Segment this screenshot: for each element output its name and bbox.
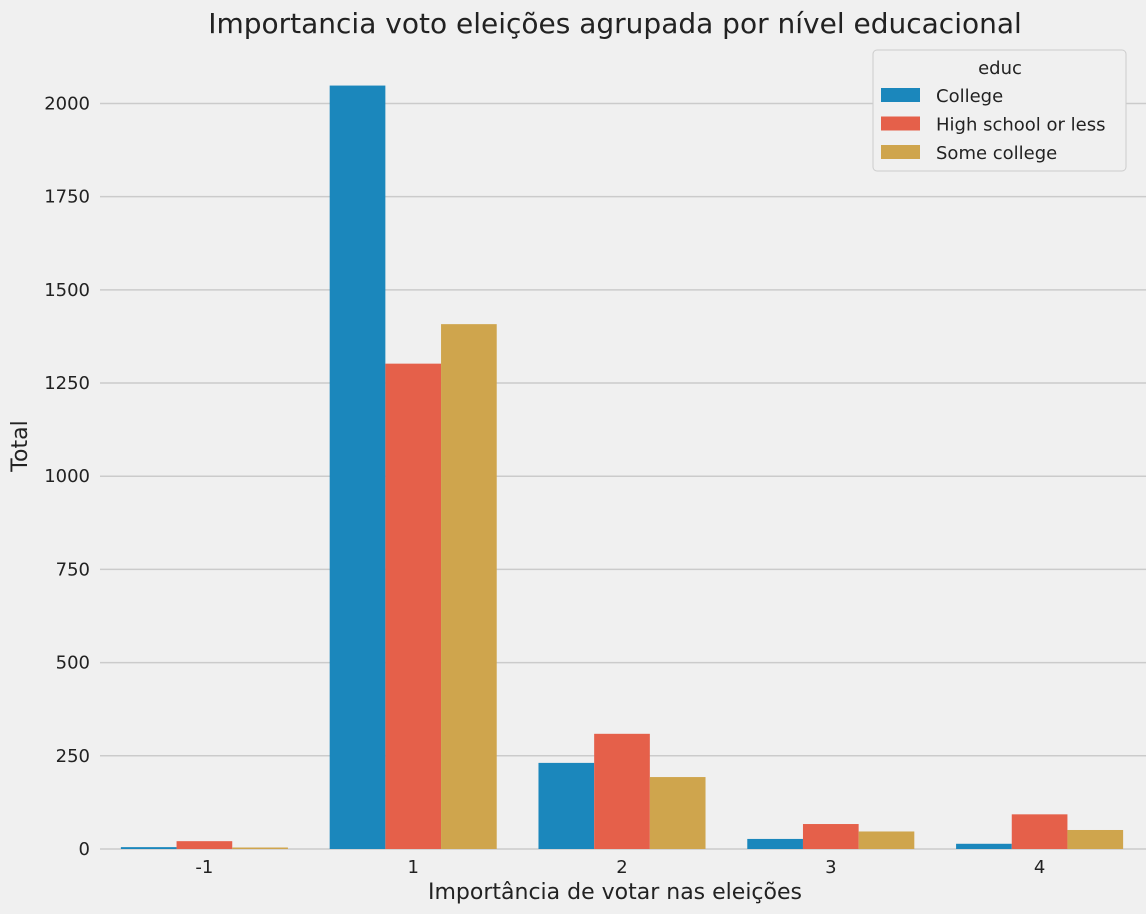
y-axis-label: Total	[8, 420, 33, 472]
bar	[538, 762, 595, 849]
bar	[802, 824, 859, 849]
legend-items: College High school or less Some college	[881, 86, 1106, 164]
legend-box	[872, 49, 1127, 172]
bar	[441, 324, 497, 849]
legend-label: College	[936, 86, 1003, 107]
bar	[232, 847, 288, 849]
y-tick-label: 1000	[44, 466, 90, 487]
y-axis-ticks: 0 250 500 750 1000 1250 1500 1750 2000	[44, 93, 90, 860]
bar	[649, 777, 706, 849]
legend-title: educ	[978, 58, 1022, 79]
x-tick-label: 1	[407, 857, 418, 878]
bar	[1067, 829, 1124, 849]
x-axis-ticks: -1 1 2 3 4	[195, 857, 1045, 878]
x-tick-label: -1	[195, 857, 213, 878]
x-tick-label: 4	[1034, 857, 1045, 878]
legend-swatch	[881, 88, 920, 102]
y-tick-label: 750	[56, 559, 90, 580]
bar	[385, 363, 442, 849]
chart-title: Importancia voto eleições agrupada por n…	[208, 7, 1022, 40]
bars	[120, 85, 1124, 849]
y-tick-label: 500	[56, 653, 90, 674]
x-tick-label: 3	[825, 857, 836, 878]
y-tick-label: 1750	[44, 187, 90, 208]
legend-label: Some college	[936, 143, 1057, 164]
bar	[594, 733, 650, 849]
legend-label: High school or less	[936, 115, 1106, 136]
bar	[176, 841, 233, 849]
y-tick-label: 0	[79, 839, 90, 860]
legend-swatch	[881, 116, 920, 131]
y-tick-label: 2000	[44, 93, 90, 114]
bar	[120, 847, 177, 849]
bar	[1011, 814, 1068, 849]
bar	[747, 838, 803, 849]
legend: educ College High school or less Some coll…	[872, 49, 1127, 172]
y-tick-label: 250	[56, 746, 90, 767]
bar	[329, 85, 386, 849]
y-tick-label: 1500	[44, 280, 90, 301]
legend-swatch	[881, 145, 920, 159]
y-tick-label: 1250	[44, 373, 90, 394]
x-tick-label: 2	[616, 857, 627, 878]
x-axis-label: Importância de votar nas eleições	[428, 880, 802, 905]
bar	[858, 831, 915, 849]
bar	[956, 843, 1012, 849]
